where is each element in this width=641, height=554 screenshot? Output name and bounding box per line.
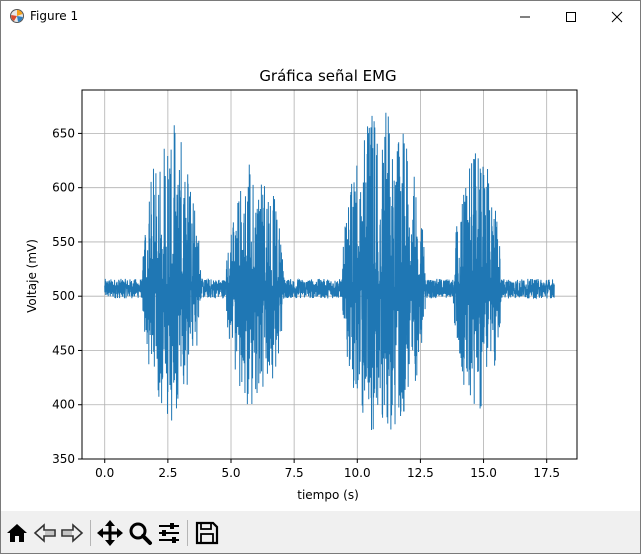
y-tick-label: 450 bbox=[52, 343, 75, 357]
x-tick-label: 15.0 bbox=[470, 466, 497, 480]
y-tick-label: 400 bbox=[52, 398, 75, 412]
toolbar-separator bbox=[187, 520, 188, 546]
figure-canvas[interactable]: 0.0 2.5 5.0 7.5 10.0 12.5 15.0 17.5 350 400 450 50… bbox=[1, 32, 640, 511]
emg-line-chart: 0.0 2.5 5.0 7.5 10.0 12.5 15.0 17.5 350 400 450 50… bbox=[25, 67, 578, 502]
axes-frame bbox=[81, 89, 578, 460]
y-tick-label: 350 bbox=[52, 452, 75, 466]
close-icon bbox=[611, 11, 623, 23]
y-axis-label: Voltaje (mV) bbox=[25, 239, 39, 313]
y-tick-label: 550 bbox=[52, 235, 75, 249]
y-tick-label: 650 bbox=[52, 126, 75, 140]
minimize-button[interactable] bbox=[502, 1, 548, 32]
x-tick-label: 10.0 bbox=[344, 466, 371, 480]
pan-move-icon[interactable] bbox=[97, 520, 123, 546]
x-tick-label: 17.5 bbox=[533, 466, 560, 480]
chart-title: Gráfica señal EMG bbox=[259, 67, 396, 85]
maximize-icon bbox=[566, 12, 576, 22]
title-bar[interactable]: Figure 1 bbox=[1, 1, 640, 32]
back-arrow-icon[interactable] bbox=[32, 520, 58, 546]
home-icon[interactable] bbox=[4, 520, 30, 546]
y-tick-label: 500 bbox=[52, 289, 75, 303]
toolbar-separator bbox=[90, 520, 91, 546]
y-tick-label: 600 bbox=[52, 181, 75, 195]
x-tick-label: 12.5 bbox=[407, 466, 434, 480]
configure-subplots-icon[interactable] bbox=[156, 520, 182, 546]
x-tick-label: 0.0 bbox=[95, 466, 114, 480]
x-tick-label: 5.0 bbox=[221, 466, 240, 480]
navigation-toolbar bbox=[1, 511, 640, 553]
x-axis-ticks: 0.0 2.5 5.0 7.5 10.0 12.5 15.0 17.5 bbox=[95, 459, 560, 480]
zoom-magnifier-icon[interactable] bbox=[127, 520, 153, 546]
maximize-button[interactable] bbox=[548, 1, 594, 32]
y-axis-ticks: 350 400 450 500 550 600 650 bbox=[52, 126, 82, 466]
forward-arrow-icon[interactable] bbox=[59, 520, 85, 546]
emg-signal-line bbox=[104, 112, 555, 431]
x-tick-label: 7.5 bbox=[285, 466, 304, 480]
matplotlib-figure-icon bbox=[10, 9, 24, 23]
save-floppy-icon[interactable] bbox=[194, 520, 220, 546]
minimize-icon bbox=[520, 16, 530, 18]
close-button[interactable] bbox=[594, 1, 640, 32]
x-tick-label: 2.5 bbox=[158, 466, 177, 480]
x-axis-label: tiempo (s) bbox=[297, 488, 359, 502]
window-title: Figure 1 bbox=[30, 9, 79, 23]
